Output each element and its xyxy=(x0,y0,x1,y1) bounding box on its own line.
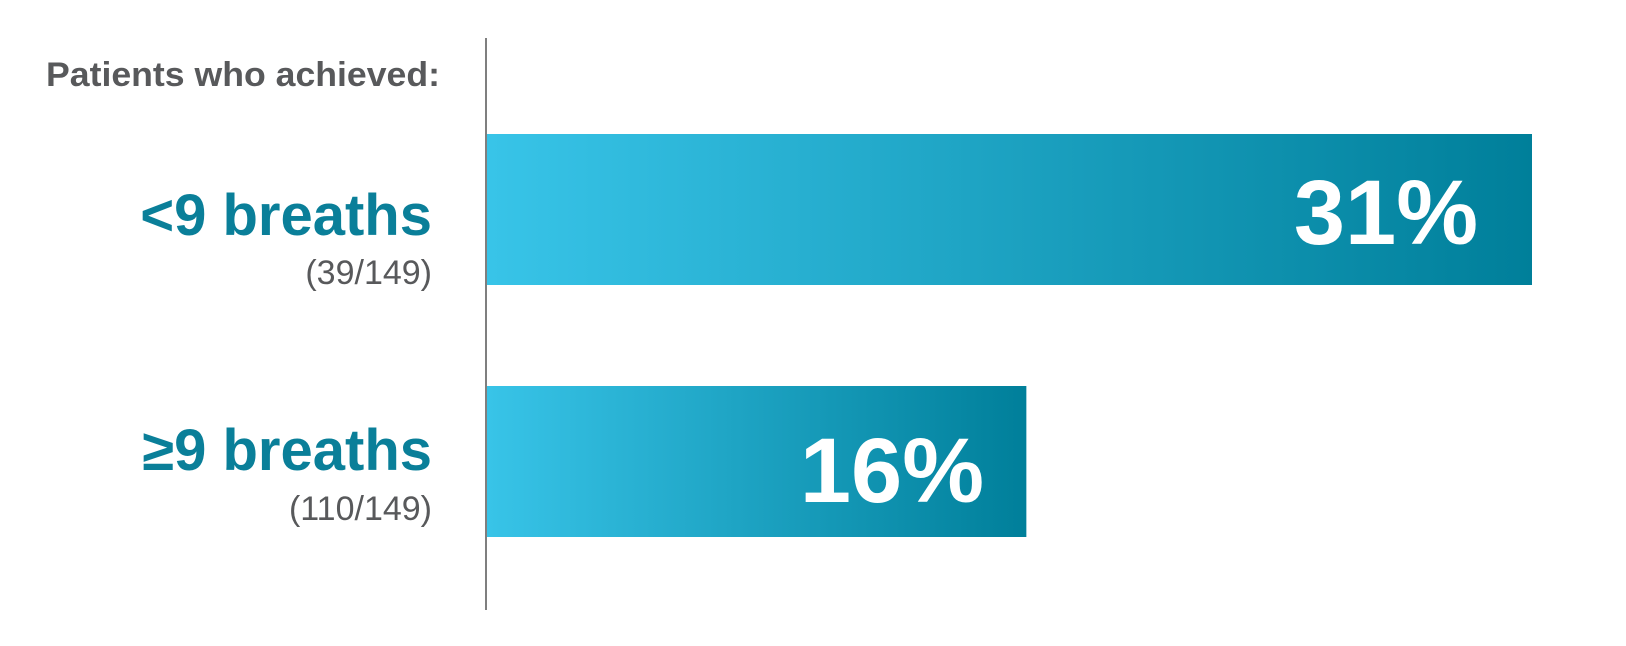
chart-title: Patients who achieved: xyxy=(46,56,440,94)
bar-1 xyxy=(487,386,1027,537)
value-label-1: 16% xyxy=(800,420,984,522)
bar-0 xyxy=(487,134,1532,285)
value-label-0: 31% xyxy=(1294,162,1478,264)
category-label-1: ≥9 breaths xyxy=(142,418,432,483)
category-label-0: <9 breaths xyxy=(140,183,432,248)
category-count-1: (110/149) xyxy=(289,490,432,528)
category-count-0: (39/149) xyxy=(305,254,432,292)
